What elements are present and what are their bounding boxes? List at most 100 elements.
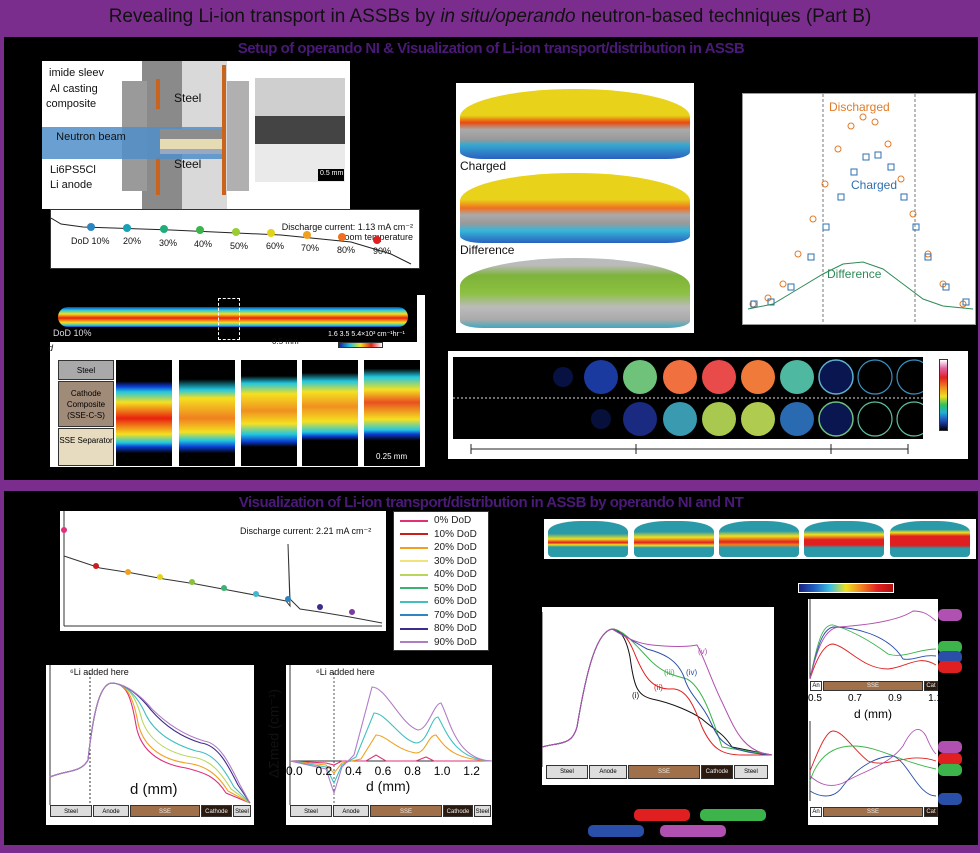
difference-label: Difference bbox=[460, 243, 515, 257]
discharged-render bbox=[460, 89, 690, 159]
section-a-heading: Setup of operando NI & Visualization of … bbox=[237, 40, 745, 57]
legend-swatch bbox=[400, 560, 428, 563]
legend-tag-green bbox=[700, 809, 766, 821]
left-xlabel: d (mm) bbox=[130, 781, 178, 798]
legend-swatch bbox=[400, 641, 428, 644]
dod-label-50: 50% bbox=[230, 241, 249, 251]
difference-render bbox=[460, 258, 690, 328]
cell-diagram-graphic bbox=[42, 61, 345, 209]
label-steel-bottom: Steel bbox=[174, 157, 202, 171]
discharge-curve-a-plot bbox=[51, 217, 412, 265]
dod-markers bbox=[87, 223, 381, 244]
curve-label-ii: (ii) bbox=[654, 683, 663, 692]
cell-diagram: imide sleev Al casting composite Neutron… bbox=[42, 61, 350, 209]
segment-steel-2: Steel bbox=[474, 805, 491, 817]
label-li-anode: Li anode bbox=[50, 179, 93, 191]
legend-swatch bbox=[400, 519, 428, 522]
dod-label-40: 40% bbox=[194, 239, 213, 249]
legend-swatch bbox=[400, 614, 428, 617]
curve-label-v: (v) bbox=[698, 647, 708, 656]
legend-tag-purple bbox=[660, 825, 726, 837]
segment-sse: SSE bbox=[370, 805, 442, 817]
legend-item: 40% DoD bbox=[394, 568, 488, 582]
discharge-b-annotation: Discharge current: 2.21 mA cm⁻² bbox=[240, 526, 372, 536]
xtick: 1.1 bbox=[928, 693, 942, 704]
segment-sse: SSE bbox=[823, 807, 923, 817]
small-chart-bottom-plot bbox=[809, 721, 937, 801]
dod-10-label: DoD 10% bbox=[53, 328, 92, 338]
colorbar bbox=[338, 342, 383, 348]
discharge-curve-b: Discharge current: 2.21 mA cm⁻² bbox=[60, 511, 386, 631]
profile-chart: Discharged Charged Difference bbox=[742, 93, 976, 325]
small-chart-xlabel: d (mm) bbox=[808, 707, 938, 721]
heatmap-strip: DoD 10% bbox=[50, 295, 417, 342]
panel-setup-visualization: Setup of operando NI & Visualization of … bbox=[4, 37, 978, 480]
legend-label: 60% DoD bbox=[434, 596, 477, 608]
charged-render bbox=[460, 173, 690, 243]
radiograph-scale-bar: 0.5 mm bbox=[320, 170, 344, 177]
profile-chart-plot bbox=[747, 94, 974, 324]
legend-label: 0% DoD bbox=[434, 515, 472, 527]
legend-label: 70% DoD bbox=[434, 609, 477, 621]
disk-colorbar bbox=[939, 359, 948, 431]
right-ylabel: ΔΣmed (cm⁻¹) bbox=[265, 688, 282, 779]
xtick: 0.4 bbox=[345, 764, 362, 778]
layer-steel: Steel bbox=[58, 360, 114, 380]
section-separator bbox=[4, 480, 978, 491]
legend-label: 50% DoD bbox=[434, 582, 477, 594]
label-al-casting: Al casting bbox=[50, 83, 98, 95]
right-xticks: 0.0 0.2 0.4 0.6 0.8 1.0 1.2 bbox=[286, 764, 492, 778]
xtick: 0.6 bbox=[374, 764, 392, 778]
discharge-a-annotation-1: Discharge current: 1.13 mA cm⁻² bbox=[281, 222, 413, 232]
right-xlabel: d (mm) bbox=[366, 778, 411, 794]
legend-item: 80% DoD bbox=[394, 622, 488, 636]
segment-cathode: Cat bbox=[924, 807, 938, 817]
dod-label-10: DoD 10% bbox=[71, 236, 110, 246]
title-italic: in situ/operando bbox=[440, 6, 576, 27]
dod-label-20: 20% bbox=[123, 236, 142, 246]
legend-item: 0% DoD bbox=[394, 514, 488, 528]
nt-profile-chart: (i) (ii) (iii) (iv) (v) Steel Anode SSE … bbox=[542, 607, 774, 785]
title-suffix: neutron-based techniques (Part B) bbox=[575, 6, 872, 27]
small-chart-top-plot bbox=[809, 599, 937, 680]
segment-steel-2: Steel bbox=[734, 765, 768, 779]
panel-operando-ni-nt: Visualization of Li-ion transport/distri… bbox=[4, 491, 978, 845]
segment-cathode: Cathode bbox=[443, 805, 473, 817]
discharge-curve-a: Discharge current: 1.13 mA cm⁻² room tem… bbox=[50, 209, 420, 269]
segment-anode: Anode bbox=[589, 765, 627, 779]
segment-sse: SSE bbox=[823, 681, 923, 691]
dod-legend: 0% DoD 10% DoD 20% DoD 30% DoD 40% DoD 5… bbox=[393, 511, 489, 651]
tag-purple-bottom bbox=[938, 741, 962, 753]
strip-scale-bar: 0.5 mm bbox=[272, 337, 299, 346]
zoom-panel-4 bbox=[302, 360, 358, 466]
nt-render-3 bbox=[719, 521, 799, 557]
label-composite: composite bbox=[46, 98, 97, 110]
zoom-region-marker bbox=[218, 298, 240, 340]
series-label-charged: Charged bbox=[851, 178, 898, 192]
dod-label-90: 90% bbox=[373, 246, 392, 256]
legend-item: 50% DoD bbox=[394, 582, 488, 596]
tag-red-top bbox=[938, 661, 962, 673]
zoom-panel-3 bbox=[241, 360, 297, 466]
discharge-curve-b-plot bbox=[61, 511, 383, 627]
legend-swatch bbox=[400, 587, 428, 590]
segment-anode: An bbox=[810, 807, 822, 817]
time-axis bbox=[470, 444, 909, 454]
xtick: 1.0 bbox=[433, 764, 451, 778]
zoom-panel-2 bbox=[179, 360, 235, 466]
segment-anode: Anode bbox=[93, 805, 129, 817]
legend-label: 90% DoD bbox=[434, 636, 477, 648]
layer-sse-separator: SSE Separator bbox=[58, 428, 114, 466]
tomography-renders: Charged Difference bbox=[456, 83, 694, 333]
charged-label: Charged bbox=[460, 159, 507, 173]
legend-swatch bbox=[400, 627, 428, 630]
label-steel-top: Steel bbox=[174, 91, 202, 105]
left-li-annotation: ⁶Li added here bbox=[70, 667, 129, 677]
curve-label-iii: (iii) bbox=[664, 668, 675, 677]
series-label-discharged: Discharged bbox=[829, 100, 890, 114]
xtick: 0.8 bbox=[404, 764, 421, 778]
curve-label-iv: (iv) bbox=[686, 668, 698, 677]
heatmap-strip-image bbox=[58, 307, 408, 327]
legend-tag-red bbox=[634, 809, 690, 821]
colorbar-label: 1.6 3.5 5.4×10³ cm⁻¹hr⁻¹ bbox=[328, 331, 405, 338]
